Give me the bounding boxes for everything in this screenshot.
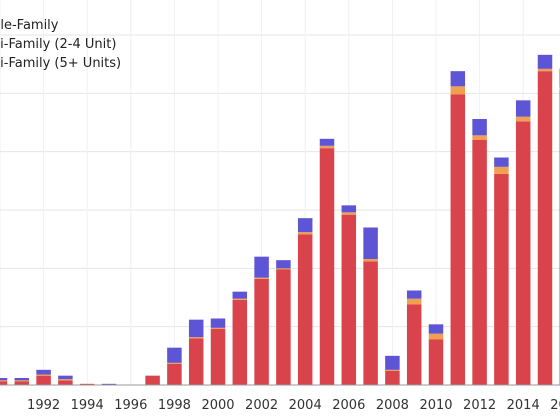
bar-segment-multi-family-2-4-unit-2008 — [385, 369, 400, 371]
x-tick-label-2012: 2012 — [463, 398, 496, 413]
x-tick-label-2006: 2006 — [332, 398, 365, 413]
bar-segment-single-family-1999 — [188, 338, 204, 385]
bar-segment-multi-family-2-4-unit-2011 — [450, 86, 466, 95]
bar-segment-multi-family-5-units-2012 — [472, 119, 487, 136]
bar-segment-single-family-1992 — [36, 375, 51, 385]
legend-label-multi-family-2-4: Multi-Family (2-4 Unit) — [0, 37, 116, 52]
bar-segment-multi-family-2-4-unit-2007 — [363, 259, 378, 262]
bar-segment-multi-family-5-units-2007 — [363, 227, 378, 259]
bar-segment-multi-family-2-4-unit-2014 — [515, 116, 531, 122]
bar-segment-multi-family-5-units-2014 — [515, 100, 531, 117]
x-tick-label-2014: 2014 — [507, 398, 540, 413]
bar-segment-single-family-1997 — [145, 375, 160, 385]
bar-segment-single-family-1990 — [0, 381, 8, 385]
bar-segment-multi-family-5-units-2009 — [406, 290, 422, 299]
bar-segment-single-family-2011 — [450, 94, 466, 385]
bar-segment-single-family-2008 — [385, 371, 400, 385]
bar-segment-multi-family-2-4-unit-2003 — [276, 268, 291, 270]
bar-segment-single-family-1991 — [14, 381, 30, 385]
bar-segment-multi-family-5-units-2006 — [341, 205, 357, 213]
bar-segment-multi-family-2-4-unit-2015 — [537, 68, 553, 72]
x-tick-label-1996: 1996 — [114, 398, 147, 413]
bar-segment-multi-family-5-units-2004 — [297, 218, 313, 233]
bar-segment-single-family-2012 — [472, 140, 487, 385]
bar-segment-single-family-1998 — [167, 364, 182, 385]
x-tick-label-2016: 2016 — [550, 398, 560, 413]
bar-segment-single-family-2013 — [494, 173, 509, 385]
bar-segment-multi-family-2-4-unit-2001 — [232, 298, 248, 300]
bar-segment-single-family-2015 — [537, 71, 553, 386]
bar-segment-multi-family-2-4-unit-1990 — [0, 380, 8, 382]
bar-segment-multi-family-5-units-2002 — [254, 256, 269, 278]
bar-segment-multi-family-2-4-unit-1992 — [36, 374, 51, 376]
bar-segment-multi-family-5-units-2000 — [210, 318, 226, 328]
bar-segment-multi-family-5-units-1990 — [0, 378, 8, 381]
bar-segment-multi-family-2-4-unit-2010 — [428, 333, 444, 340]
bar-segment-multi-family-5-units-2005 — [319, 138, 335, 146]
bar-segment-multi-family-2-4-unit-2004 — [297, 232, 313, 235]
bar-segment-multi-family-2-4-unit-1993 — [58, 379, 73, 381]
bar-segment-multi-family-2-4-unit-2005 — [319, 145, 335, 149]
bar-segment-multi-family-2-4-unit-2000 — [210, 327, 226, 329]
x-tick-label-1998: 1998 — [158, 398, 191, 413]
bar-segment-single-family-2002 — [254, 278, 269, 385]
bar-segment-multi-family-2-4-unit-2013 — [494, 166, 509, 174]
x-tick-label-2004: 2004 — [289, 398, 322, 413]
x-tick-label-2010: 2010 — [419, 398, 452, 413]
x-tick-label-2002: 2002 — [245, 398, 278, 413]
bar-segment-multi-family-5-units-2015 — [537, 54, 553, 69]
bar-segment-single-family-1993 — [58, 380, 73, 385]
bar-segment-single-family-2006 — [341, 214, 357, 385]
bar-segment-single-family-2004 — [297, 234, 313, 385]
bar-segment-multi-family-2-4-unit-2009 — [406, 298, 422, 305]
bar-segment-multi-family-5-units-2008 — [385, 355, 400, 370]
bar-segment-single-family-2007 — [363, 261, 378, 385]
x-tick-label-1994: 1994 — [71, 398, 104, 413]
bar-segment-single-family-2009 — [406, 304, 422, 385]
x-tick-label-2008: 2008 — [376, 398, 409, 413]
bar-segment-multi-family-2-4-unit-1998 — [167, 362, 182, 364]
bar-segment-single-family-2000 — [210, 329, 226, 385]
bar-segment-multi-family-5-units-2001 — [232, 291, 248, 299]
bar-segment-single-family-1994 — [79, 383, 95, 385]
bar-segment-multi-family-2-4-unit-2012 — [472, 135, 487, 140]
bar-segment-multi-family-5-units-1992 — [36, 369, 51, 375]
bar-segment-single-family-2014 — [515, 121, 531, 385]
bar-segment-single-family-2003 — [276, 269, 291, 385]
bar-segment-multi-family-5-units-1995 — [101, 383, 117, 385]
bar-segment-single-family-2005 — [319, 148, 335, 385]
x-tick-label-1992: 1992 — [27, 398, 60, 413]
bar-segment-multi-family-5-units-1991 — [14, 378, 30, 381]
legend: Single-Family Multi-Family (2-4 Unit) Mu… — [0, 18, 121, 71]
legend-label-single-family: Single-Family — [0, 18, 59, 33]
bar-segment-multi-family-2-4-unit-2002 — [254, 277, 269, 279]
bar-segment-multi-family-5-units-2003 — [276, 260, 291, 269]
bar-segment-multi-family-5-units-2013 — [494, 157, 509, 167]
bar-segment-single-family-2001 — [232, 299, 248, 385]
bar-segment-multi-family-2-4-unit-1991 — [14, 380, 30, 382]
bar-segment-multi-family-5-units-2011 — [450, 71, 466, 87]
bar-segment-multi-family-5-units-1998 — [167, 347, 182, 363]
bar-segment-multi-family-5-units-1993 — [58, 375, 73, 380]
bar-segment-multi-family-2-4-unit-2006 — [341, 212, 357, 215]
bar-segment-multi-family-5-units-1999 — [188, 319, 204, 338]
bars — [0, 54, 560, 386]
bar-segment-multi-family-2-4-unit-1999 — [188, 337, 204, 339]
bar-segment-multi-family-5-units-2010 — [428, 324, 444, 334]
x-tick-label-2000: 2000 — [201, 398, 234, 413]
bar-segment-single-family-2010 — [428, 339, 444, 385]
legend-label-multi-family-5-plus: Multi-Family (5+ Units) — [0, 56, 121, 71]
x-axis-tick-labels: 1992 1994 1996 1998 2000 2002 2004 2006 2008 2010… — [27, 398, 560, 413]
